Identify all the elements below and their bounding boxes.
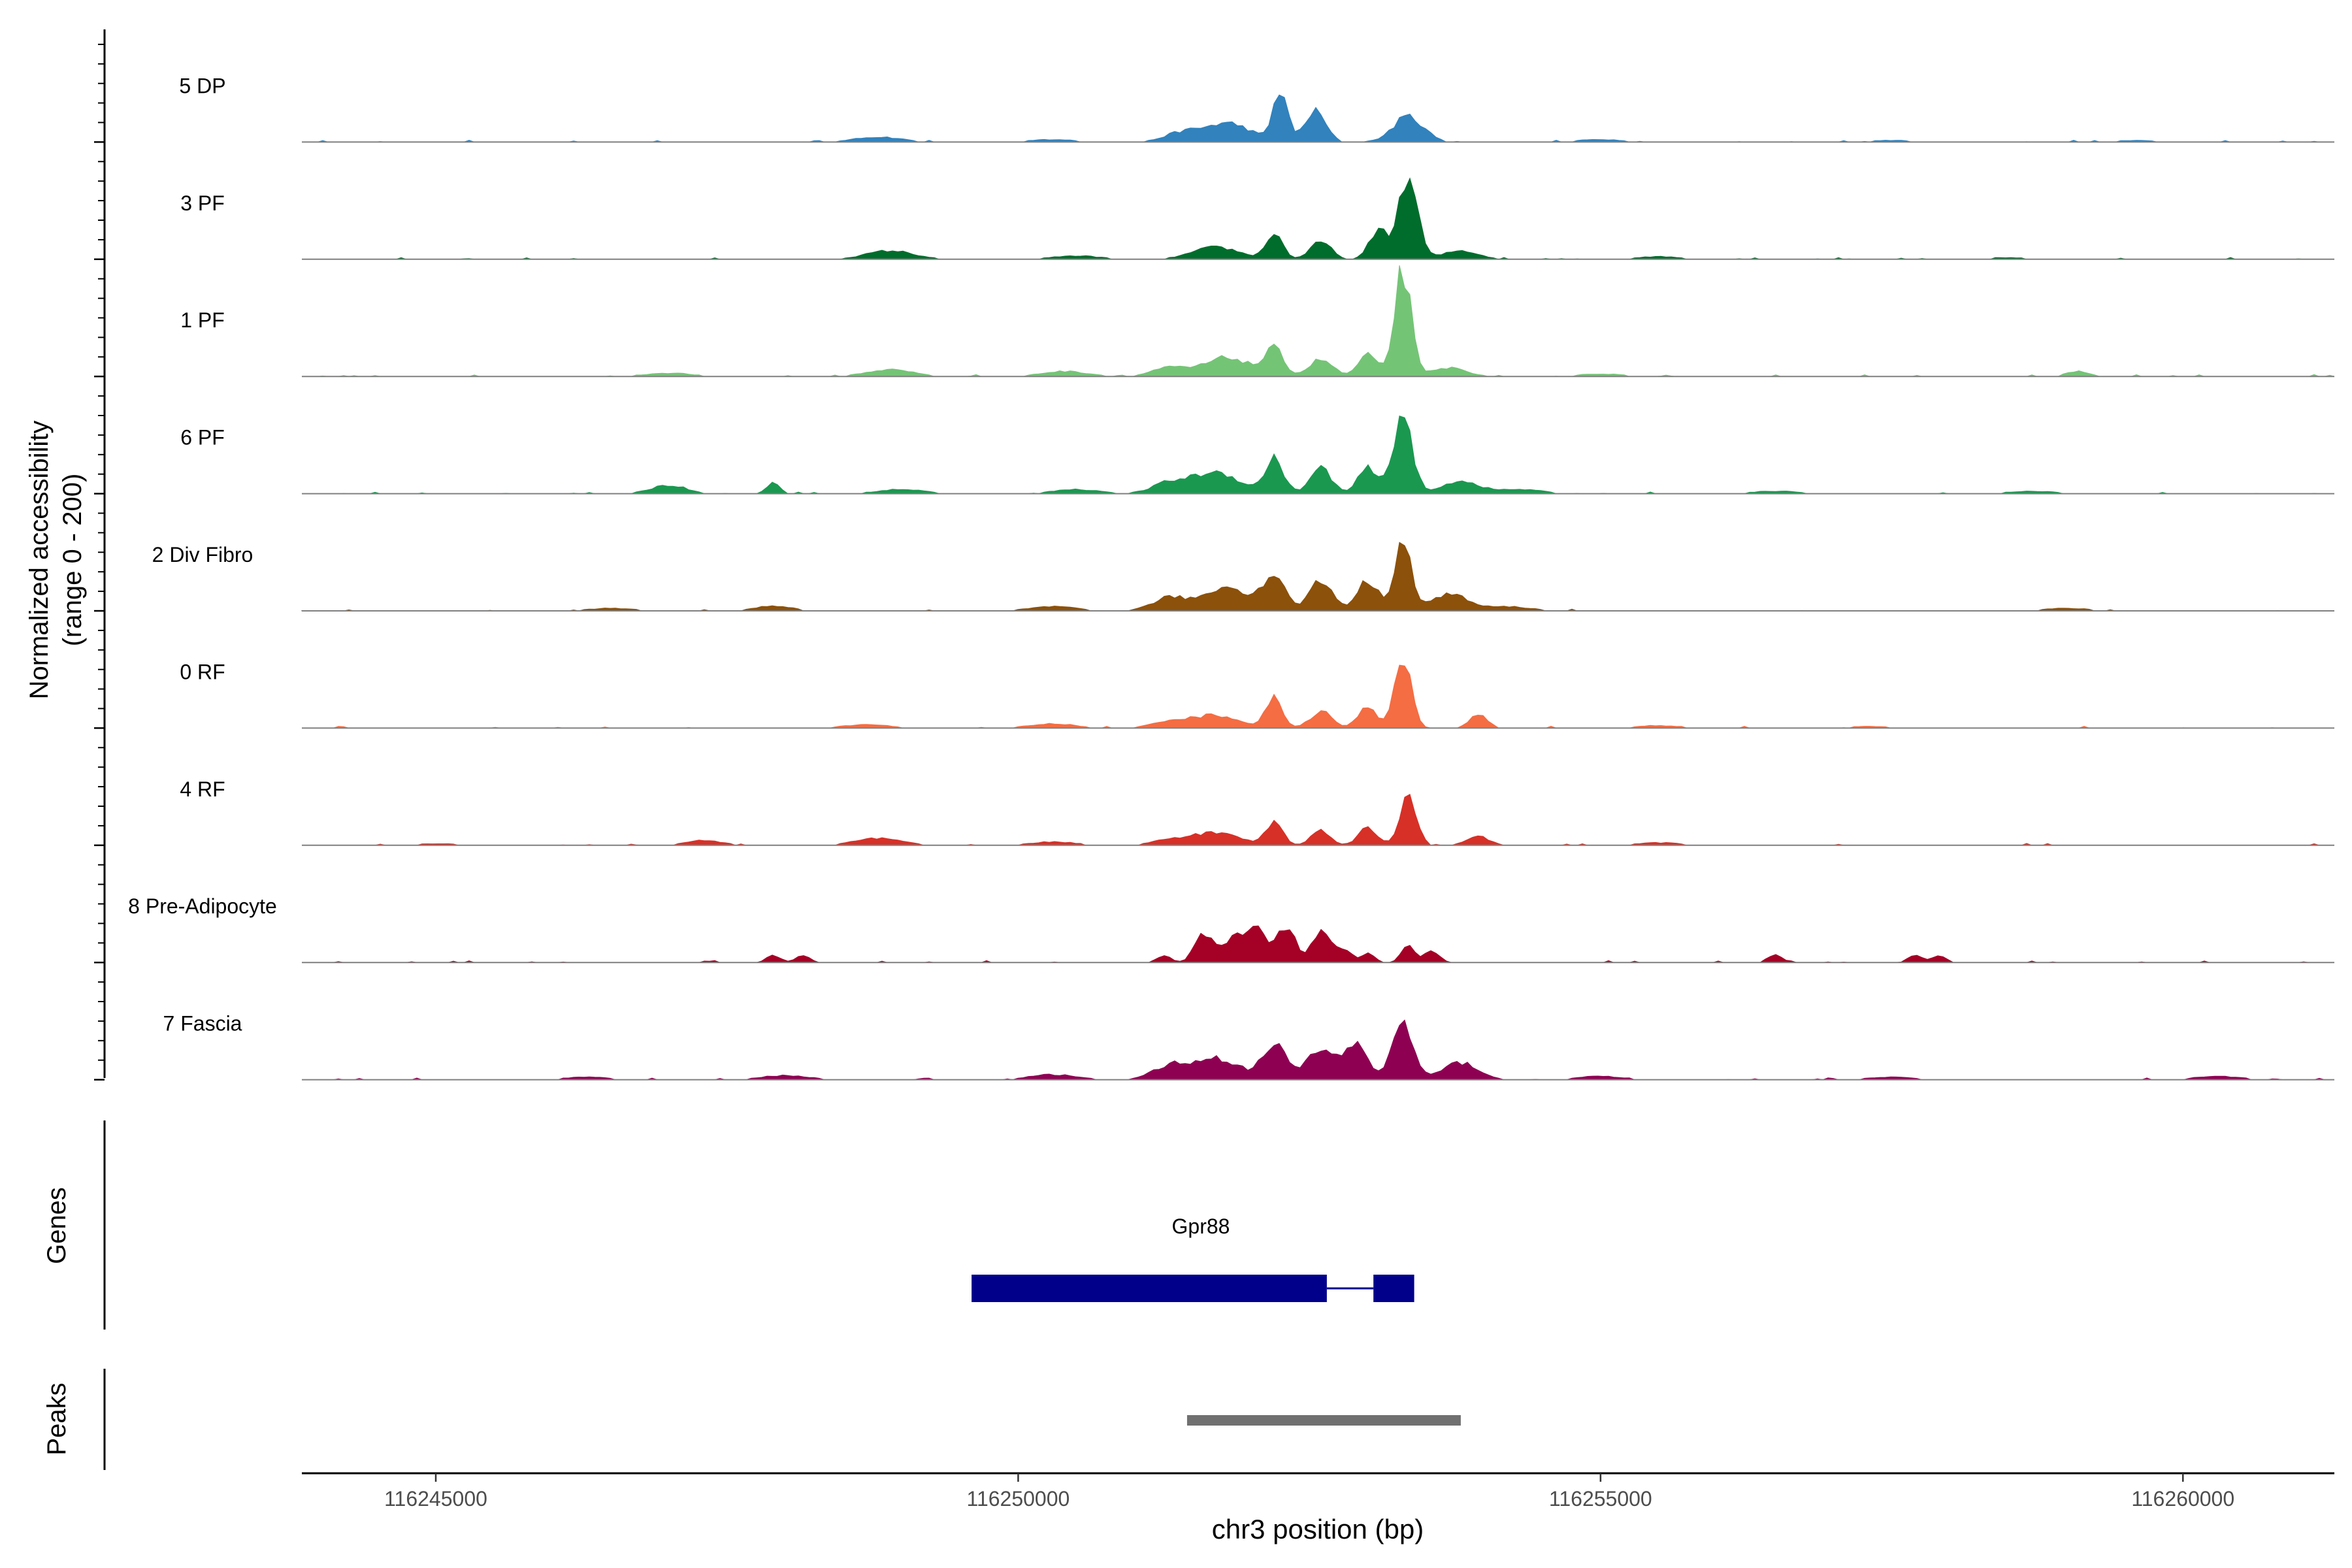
peaks-track (103, 1369, 1461, 1470)
coverage-area-4-rf (302, 793, 2334, 846)
track-label: 7 Fascia (163, 1012, 242, 1036)
x-axis-label: chr3 position (bp) (1212, 1514, 1424, 1544)
y-axis-label-line1: Normalized accessibility (25, 421, 54, 700)
track-label: 1 PF (180, 308, 225, 332)
track-label: 2 Div Fibro (152, 543, 253, 566)
track-label: 8 Pre-Adipocyte (128, 894, 277, 918)
peaks-track-label: Peaks (42, 1382, 71, 1455)
coverage-area-0-rf (301, 664, 2334, 728)
track-label: 0 RF (180, 660, 225, 683)
coverage-area-5-dp (302, 94, 2334, 142)
gene-exon (972, 1275, 1327, 1302)
track-label: 6 PF (180, 426, 225, 449)
x-axis-tick-label: 116260000 (2131, 1487, 2234, 1511)
gene-name-label: Gpr88 (1172, 1215, 1230, 1238)
y-axis-label-line2: (range 0 - 200) (58, 474, 87, 647)
gene-exon (1373, 1275, 1414, 1302)
coverage-area-3-pf (302, 177, 2334, 260)
x-axis: 116245000 116250000 116255000 116260000 (302, 1472, 2334, 1511)
coverage-area-7-fascia (302, 1019, 2334, 1081)
coverage-tracks: 5 DP 3 PF 1 PF 6 PF 2 Div Fibro 0 RF 4 RF 8 Pre… (94, 29, 2335, 1081)
track-label: 5 DP (179, 74, 225, 97)
x-axis-tick-label: 116245000 (384, 1487, 487, 1511)
genes-track: Gpr88 (103, 1120, 1414, 1330)
genes-track-label: Genes (42, 1187, 71, 1264)
coverage-area-8-pre-adipocyte (302, 925, 2334, 963)
track-label: 4 RF (180, 777, 225, 801)
track-label: 3 PF (180, 191, 225, 215)
x-axis-tick-label: 116250000 (967, 1487, 1070, 1511)
peak-region (1186, 1415, 1461, 1426)
x-axis-tick-label: 116255000 (1549, 1487, 1652, 1511)
coverage-area-1-pf (302, 265, 2335, 377)
coverage-area-2-div-fibro (301, 542, 2334, 612)
coverage-area-6-pf (302, 415, 2334, 495)
